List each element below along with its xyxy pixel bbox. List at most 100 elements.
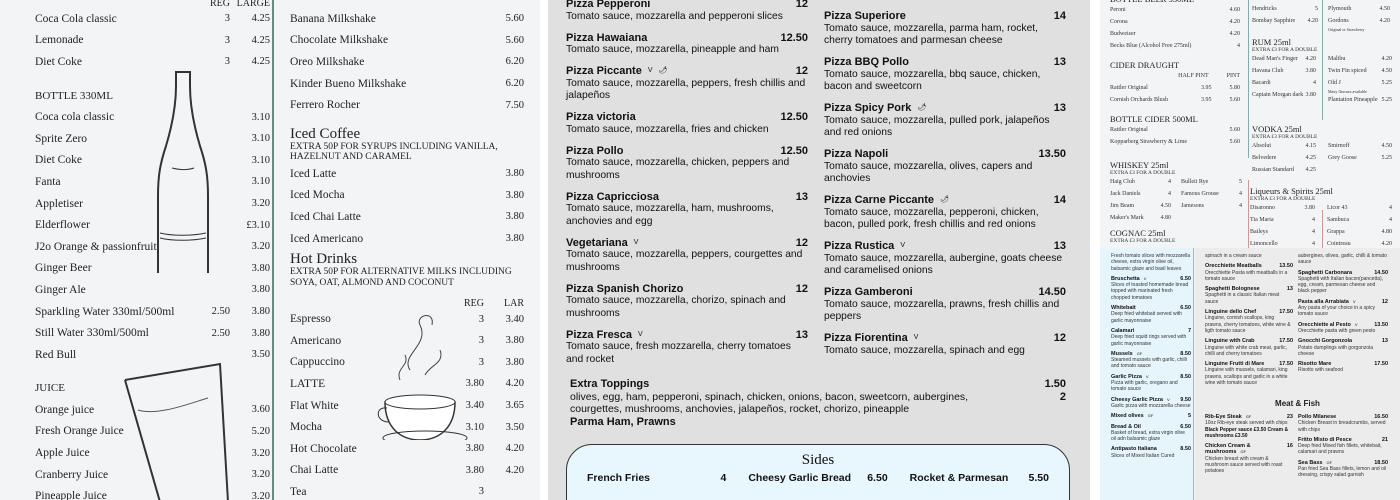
- bar-section-note: EXTRA £3 FOR A DOUBLE: [1110, 170, 1176, 176]
- food-item: Sea Bass GF 18.50 Pan fried Sea Bass fillet…: [1298, 460, 1388, 479]
- pizza-name: Pizza Spanish Chorizo: [566, 283, 796, 296]
- bar-item-price: 4.80: [1381, 229, 1393, 235]
- drink-name: Apple Juice: [35, 447, 90, 460]
- bar-item: Peroni 4.60: [1110, 4, 1240, 16]
- food-price: 17.50: [1279, 361, 1293, 368]
- drink-price-large: 3.80: [505, 356, 524, 368]
- food-description: Spaghetti in a classic Italian meat sauc…: [1205, 292, 1280, 305]
- bar-item-price-2: PINT: [1226, 73, 1240, 79]
- pizza-description: Tomato sauce, mozzarella, olives, capers…: [824, 160, 1033, 185]
- diet-badge: GF: [1147, 413, 1154, 419]
- bar-item-name: Havana Club: [1252, 68, 1284, 74]
- bar-item-price: 5: [1315, 6, 1318, 12]
- drink-price-large: 3.80: [505, 335, 524, 347]
- food-description: Pizza with garlic, oregano and tomato sa…: [1111, 380, 1178, 393]
- divider: [1322, 0, 1323, 120]
- pizza-description: Tomato sauce, mozzarella, parma ham, roc…: [824, 22, 1039, 47]
- food-header: Chicken Cream & mushrooms GF 16: [1205, 443, 1293, 456]
- food-name: Whitebait: [1111, 305, 1180, 311]
- food-item: Whitebait 6.50 Deep fried whitebait served…: [1111, 305, 1191, 324]
- food-header: Linguine dello Chef 17.50: [1205, 309, 1293, 315]
- divider: [1322, 210, 1323, 248]
- bar-item-name: Peroni: [1110, 7, 1126, 13]
- bar-item: Grappa 4.80: [1327, 226, 1392, 238]
- pizza-name-text: Pizza victoria: [566, 111, 636, 123]
- drink-price: 7.50: [505, 99, 524, 111]
- bar-item-name: Tia Maria: [1250, 217, 1274, 223]
- side-name: French Fries: [587, 472, 651, 484]
- food-price: 8.50: [1180, 373, 1191, 380]
- drink-price-large: 3.50: [505, 421, 524, 433]
- drink-price-large: 5.20: [251, 425, 270, 437]
- bar-item-price: 3.95: [1201, 97, 1212, 103]
- pizza-name-text: Pizza Fresca: [566, 328, 633, 341]
- food-description: Fresh tomato slices with mozzarella chee…: [1111, 253, 1191, 272]
- drink-price-large: 4.20: [505, 443, 524, 455]
- drink-name: Coca cola classic: [35, 111, 115, 124]
- bar-item: Cornish Orchards Blush 3.95 5.60: [1110, 94, 1240, 106]
- pizza-name: Pizza Fiorentina V: [824, 332, 1054, 345]
- food-price: 12: [1381, 298, 1388, 305]
- drink-row: Orange juice 3.60: [35, 399, 270, 421]
- food-description: Spaghetti with Italian bacon(pancetta), …: [1298, 275, 1384, 295]
- drink-row: Ginger Beer 3.80: [35, 258, 270, 280]
- food-price: 16: [1286, 443, 1293, 450]
- bar-section-note: EXTRA £3 FOR A DOUBLE: [1110, 238, 1176, 244]
- drink-name: Orange juice: [35, 403, 95, 416]
- food-header: Spaghetti Bolognese 13: [1205, 286, 1293, 292]
- drink-price-reg: 3: [224, 56, 230, 68]
- bar-item-price: 4.50: [1160, 203, 1172, 209]
- pizza-description: Tomato sauce, mozzarella, fries and chic…: [566, 123, 769, 135]
- pizza-header: Pizza Superiore 14: [824, 10, 1066, 23]
- bar-item-price: 4.25: [1305, 167, 1317, 173]
- food-header: Rib-Eye Steak GF 23: [1205, 414, 1293, 420]
- food-name: Chicken Cream & mushrooms GF: [1205, 443, 1287, 456]
- pizza-price: 13: [795, 328, 808, 341]
- food-name-text: Spaghetti Bolognese: [1205, 286, 1260, 293]
- meat-fish-title: Meat & Fish: [1275, 399, 1320, 408]
- bar-item-name: Famous Grouse: [1181, 191, 1219, 197]
- bar-item: Famous Grouse 4: [1181, 188, 1242, 200]
- bar-item: Corona 4.20: [1110, 16, 1240, 28]
- food-header: Calamari 7: [1111, 328, 1191, 334]
- food-price: 6.50: [1180, 423, 1191, 430]
- food-name: Risotto Mare: [1298, 361, 1374, 367]
- vodka-section: VODKA 25ml EXTRA £3 FOR A DOUBLE Absolut 4.…: [1252, 124, 1392, 176]
- food-description: aubergines, olives, garlic, chilli & tom…: [1298, 253, 1387, 266]
- food-header: Orecchiette Meatballs 13.50: [1205, 263, 1293, 269]
- bar-section-title: WHISKEY 25ml: [1110, 160, 1169, 170]
- drink-name: Appletiser: [35, 197, 83, 210]
- bar-item-name: Bulleit Rye: [1181, 179, 1209, 185]
- bar-item: Maker's Mark 4.80: [1110, 212, 1171, 224]
- bar-section-title: BOTTLE CIDER 500ML: [1110, 114, 1198, 124]
- drink-price-reg: 3: [478, 313, 484, 325]
- drink-name: Still Water 330ml/500ml: [35, 327, 149, 340]
- food-price: 23: [1286, 414, 1293, 420]
- drink-row: Diet Coke 3 4.25: [35, 51, 270, 73]
- bar-item-name: Russian Standard: [1252, 167, 1294, 173]
- food-price: 13.50: [1374, 321, 1388, 328]
- drink-row: Still Water 330ml/500ml 2.50 3.80: [35, 322, 270, 344]
- pizza-name: Pizza Rustica V: [824, 240, 1054, 253]
- food-price: 18.50: [1374, 459, 1388, 466]
- drink-name: Kinder Bueno Milkshake: [290, 77, 407, 90]
- food-price: 17.50: [1374, 361, 1388, 368]
- pizza-price: 12: [795, 0, 808, 10]
- bar-item-name: Twin Fin spiced: [1328, 68, 1367, 74]
- food-name-text: Whitebait: [1111, 305, 1136, 312]
- drink-price-reg: 3: [224, 13, 230, 25]
- starters-list: Fresh tomato slices with mozzarella chee…: [1111, 253, 1191, 463]
- bar-item: Havana Club 3.80: [1252, 65, 1316, 77]
- bar-item-name: Gordons: [1328, 18, 1349, 24]
- food-item: Risotto Mare 17.50 Risotto with seafood: [1298, 361, 1388, 374]
- bar-item-price: 5: [1239, 179, 1242, 185]
- drink-price-large: 4.25: [251, 56, 270, 68]
- drink-price-large: 3.80: [251, 306, 270, 318]
- beer-cider-section: BOTTLE BEER 330MLPeroni4.60Corona4.20Bud…: [1110, 0, 1240, 148]
- food-price: 17.50: [1279, 338, 1293, 345]
- drink-row: Iced Latte 3.80: [290, 163, 524, 185]
- food-name-text: Mussels: [1111, 350, 1133, 357]
- food-item: Mussels GF 8.50 Steamed mussels with garlic…: [1111, 351, 1191, 370]
- food-price: 13.50: [1279, 263, 1293, 270]
- bar-item-price: 4.20: [1379, 18, 1391, 24]
